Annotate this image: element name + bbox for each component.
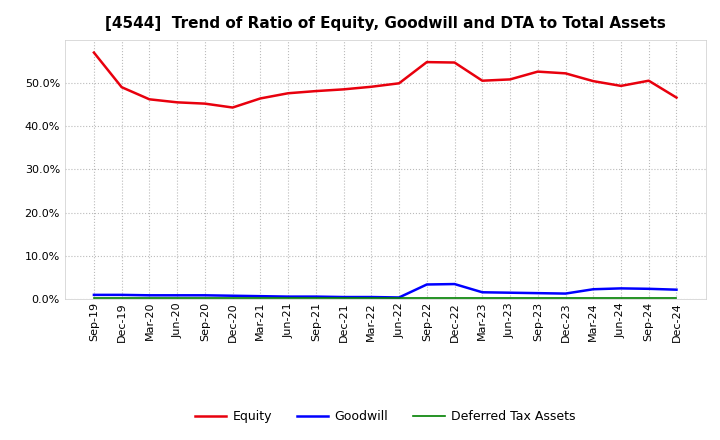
Equity bbox=[312, 88, 320, 94]
Deferred Tax Assets bbox=[145, 295, 154, 301]
Goodwill bbox=[117, 292, 126, 297]
Equity bbox=[89, 50, 98, 55]
Equity bbox=[616, 83, 625, 88]
Goodwill bbox=[145, 293, 154, 298]
Goodwill bbox=[450, 282, 459, 287]
Equity bbox=[644, 78, 653, 83]
Line: Goodwill: Goodwill bbox=[94, 284, 677, 297]
Deferred Tax Assets bbox=[616, 295, 625, 301]
Equity bbox=[450, 60, 459, 65]
Deferred Tax Assets bbox=[339, 295, 348, 301]
Deferred Tax Assets bbox=[561, 295, 570, 301]
Goodwill bbox=[395, 295, 403, 300]
Line: Equity: Equity bbox=[94, 52, 677, 107]
Equity bbox=[256, 96, 265, 101]
Title: [4544]  Trend of Ratio of Equity, Goodwill and DTA to Total Assets: [4544] Trend of Ratio of Equity, Goodwil… bbox=[105, 16, 665, 32]
Goodwill bbox=[256, 293, 265, 299]
Goodwill bbox=[589, 286, 598, 292]
Equity bbox=[228, 105, 237, 110]
Equity bbox=[117, 84, 126, 90]
Goodwill bbox=[339, 294, 348, 300]
Goodwill bbox=[284, 294, 292, 299]
Deferred Tax Assets bbox=[644, 295, 653, 301]
Goodwill bbox=[644, 286, 653, 291]
Deferred Tax Assets bbox=[256, 295, 265, 301]
Goodwill bbox=[672, 287, 681, 292]
Deferred Tax Assets bbox=[450, 295, 459, 301]
Equity bbox=[672, 95, 681, 100]
Equity bbox=[478, 78, 487, 83]
Goodwill bbox=[561, 291, 570, 296]
Goodwill bbox=[534, 290, 542, 296]
Equity bbox=[505, 77, 514, 82]
Deferred Tax Assets bbox=[423, 295, 431, 301]
Deferred Tax Assets bbox=[395, 295, 403, 301]
Equity bbox=[589, 78, 598, 84]
Equity bbox=[201, 101, 210, 106]
Equity bbox=[423, 59, 431, 65]
Deferred Tax Assets bbox=[89, 295, 98, 301]
Deferred Tax Assets bbox=[201, 295, 210, 301]
Equity bbox=[173, 100, 181, 105]
Equity bbox=[561, 71, 570, 76]
Deferred Tax Assets bbox=[367, 295, 376, 301]
Deferred Tax Assets bbox=[505, 295, 514, 301]
Deferred Tax Assets bbox=[312, 295, 320, 301]
Equity bbox=[284, 91, 292, 96]
Goodwill bbox=[312, 294, 320, 299]
Deferred Tax Assets bbox=[672, 295, 681, 301]
Equity bbox=[145, 97, 154, 102]
Deferred Tax Assets bbox=[173, 295, 181, 301]
Goodwill bbox=[173, 293, 181, 298]
Equity bbox=[339, 87, 348, 92]
Deferred Tax Assets bbox=[534, 295, 542, 301]
Goodwill bbox=[505, 290, 514, 295]
Goodwill bbox=[201, 293, 210, 298]
Deferred Tax Assets bbox=[589, 295, 598, 301]
Equity bbox=[367, 84, 376, 89]
Equity bbox=[395, 81, 403, 86]
Goodwill bbox=[478, 290, 487, 295]
Goodwill bbox=[228, 293, 237, 298]
Goodwill bbox=[423, 282, 431, 287]
Goodwill bbox=[367, 294, 376, 300]
Legend: Equity, Goodwill, Deferred Tax Assets: Equity, Goodwill, Deferred Tax Assets bbox=[190, 405, 580, 428]
Deferred Tax Assets bbox=[284, 295, 292, 301]
Equity bbox=[534, 69, 542, 74]
Goodwill bbox=[616, 286, 625, 291]
Goodwill bbox=[89, 292, 98, 297]
Deferred Tax Assets bbox=[228, 295, 237, 301]
Deferred Tax Assets bbox=[117, 295, 126, 301]
Deferred Tax Assets bbox=[478, 295, 487, 301]
